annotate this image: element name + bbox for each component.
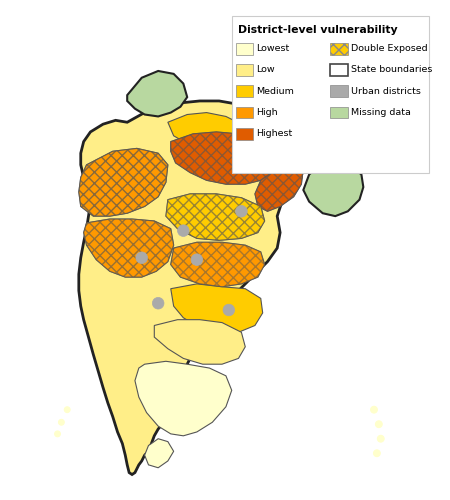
Text: District-level vulnerability: District-level vulnerability — [238, 26, 397, 36]
Circle shape — [58, 420, 64, 425]
Bar — [330, 86, 348, 97]
Polygon shape — [154, 320, 245, 364]
Polygon shape — [255, 161, 303, 212]
Polygon shape — [84, 219, 174, 277]
Polygon shape — [171, 242, 265, 287]
Circle shape — [191, 254, 202, 266]
Polygon shape — [171, 132, 277, 184]
Text: Medium: Medium — [256, 87, 294, 96]
Circle shape — [375, 421, 382, 428]
Bar — [330, 64, 348, 76]
Polygon shape — [84, 219, 174, 277]
Polygon shape — [171, 242, 265, 287]
Polygon shape — [168, 112, 251, 152]
Polygon shape — [303, 161, 363, 216]
Circle shape — [371, 406, 378, 413]
Text: Urban districts: Urban districts — [351, 87, 421, 96]
Polygon shape — [166, 194, 265, 240]
Text: High: High — [256, 108, 278, 117]
Polygon shape — [127, 71, 187, 117]
Circle shape — [374, 450, 380, 456]
Bar — [236, 64, 253, 76]
Polygon shape — [171, 284, 263, 333]
Polygon shape — [135, 362, 232, 436]
Circle shape — [136, 252, 148, 264]
Bar — [236, 107, 253, 118]
Text: State boundaries: State boundaries — [351, 66, 432, 74]
Polygon shape — [79, 148, 168, 216]
Circle shape — [223, 304, 234, 316]
Polygon shape — [166, 194, 265, 240]
Polygon shape — [171, 132, 277, 184]
Polygon shape — [79, 101, 303, 474]
Text: Low: Low — [256, 66, 274, 74]
Circle shape — [178, 225, 189, 236]
Bar — [236, 86, 253, 97]
Text: Highest: Highest — [256, 130, 292, 138]
Bar — [330, 107, 348, 118]
Text: Lowest: Lowest — [256, 44, 289, 53]
Bar — [232, 16, 429, 172]
Circle shape — [378, 436, 384, 442]
Text: Missing data: Missing data — [351, 108, 411, 117]
Polygon shape — [79, 148, 168, 216]
Polygon shape — [144, 438, 174, 468]
Polygon shape — [255, 161, 303, 212]
Circle shape — [153, 298, 164, 309]
Bar — [236, 43, 253, 54]
Bar — [330, 43, 348, 54]
Circle shape — [54, 431, 60, 437]
Circle shape — [64, 407, 70, 412]
Bar — [236, 128, 253, 140]
Circle shape — [236, 206, 247, 217]
Text: Double Exposed: Double Exposed — [351, 44, 428, 53]
